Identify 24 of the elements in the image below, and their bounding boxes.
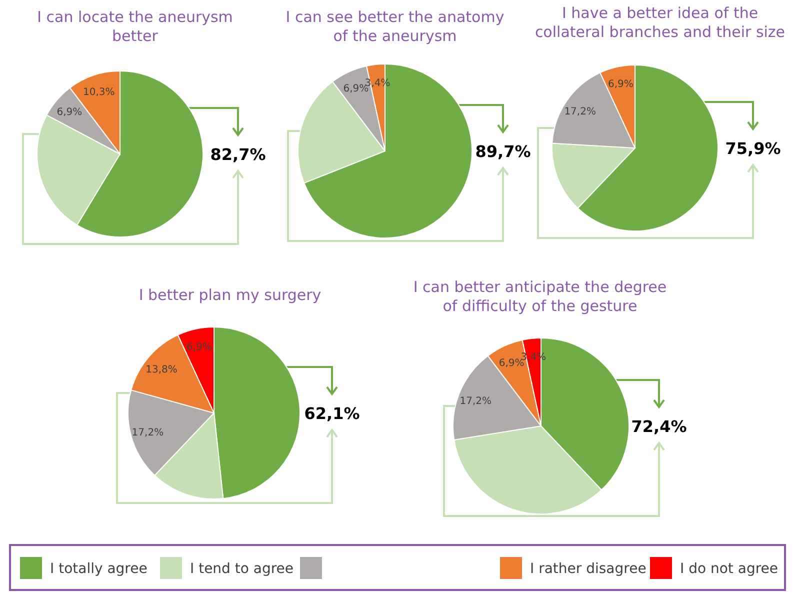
text: 72,4%	[631, 417, 687, 436]
text: 89,7%	[475, 142, 531, 161]
chart-title: I can better anticipate the degree of difficulty of the gesture	[413, 278, 667, 315]
data-label: 6,9%	[186, 342, 212, 353]
text: 82,7%	[210, 145, 266, 164]
data-label: 6,9%	[343, 84, 369, 95]
legend-label: I totally agree	[50, 561, 148, 577]
data-label: 6,9%	[56, 106, 82, 118]
chart-title: I can locate the aneurysm better	[37, 8, 233, 45]
data-label: 10,3%	[82, 87, 115, 98]
data-label: 13,8%	[146, 364, 178, 376]
chart-title: I have a better idea of the collateral branches and their size	[534, 4, 786, 41]
text: 75,9%	[725, 139, 781, 158]
data-label: 17,2%	[460, 396, 492, 407]
text: 62,1%	[304, 404, 360, 423]
chart-title: I can see better the anatomy of the aneurysm	[286, 8, 504, 45]
data-label: 17,2%	[564, 106, 596, 118]
legend-label: I do not agree	[680, 561, 778, 577]
chart-title: I better plan my surgery	[138, 286, 322, 304]
data-label: 6,9%	[608, 79, 634, 90]
data-label: 17,2%	[132, 427, 164, 438]
legend-label: I rather disagree	[530, 561, 646, 577]
legend-label: I tend to agree	[190, 561, 294, 577]
data-label: 6,9%	[498, 358, 524, 370]
